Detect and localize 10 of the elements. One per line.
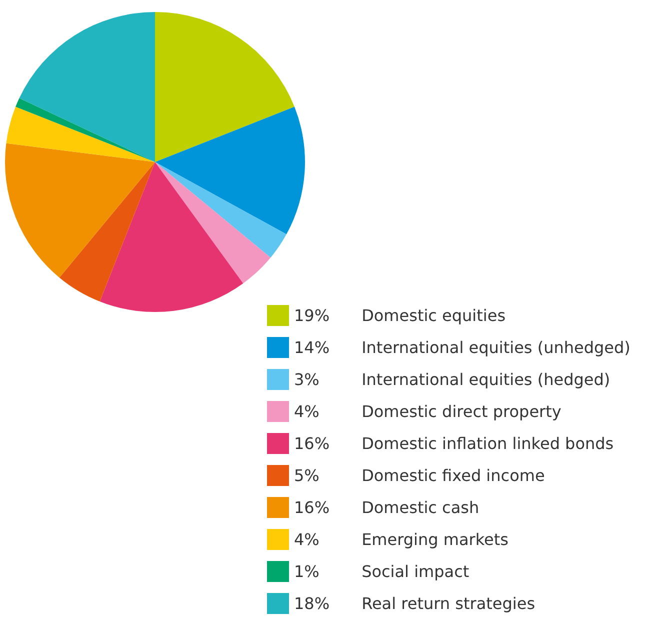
legend-label: 3% International equities (hedged) xyxy=(294,370,610,389)
legend-label: 14% International equities (unhedged) xyxy=(294,338,630,357)
legend-label: 19% Domestic equities xyxy=(294,306,506,325)
legend-label: 1% Social impact xyxy=(294,562,470,581)
legend-label: 4% Emerging markets xyxy=(294,530,508,549)
legend-label: 16% Domestic cash xyxy=(294,498,480,517)
legend-label: 4% Domestic direct property xyxy=(294,402,562,421)
legend-label: 16% Domestic inflation linked bonds xyxy=(294,434,614,453)
legend-label: 5% Domestic fixed income xyxy=(294,466,545,485)
legend-label: 18% Real return strategies xyxy=(294,594,536,613)
